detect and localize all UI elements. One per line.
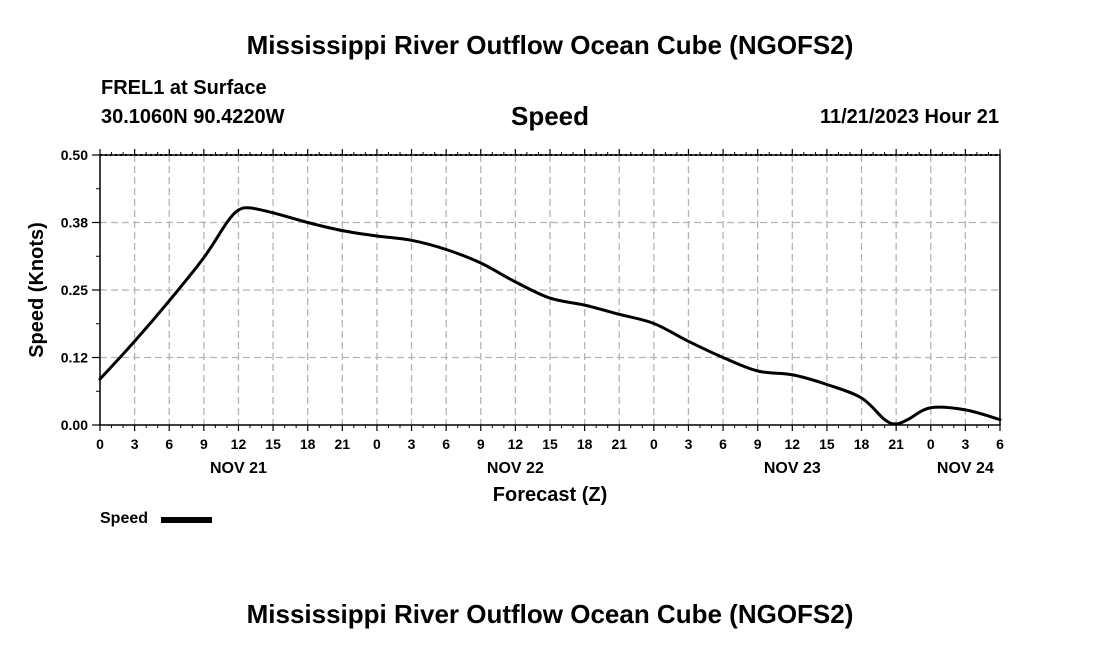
x-tick-label: 18 [300, 436, 316, 452]
x-tick-label: 0 [927, 436, 935, 452]
x-tick-label: 18 [854, 436, 870, 452]
x-tick-label: 12 [508, 436, 524, 452]
forecast-datetime: 11/21/2023 Hour 21 [819, 106, 999, 128]
x-tick-label: 9 [200, 436, 208, 452]
series-line-speed [98, 206, 1002, 426]
x-tick-label: 6 [996, 436, 1004, 452]
day-label: NOV 22 [487, 460, 544, 477]
y-tick-label: 0.38 [61, 215, 88, 231]
y-tick-label: 0.00 [61, 417, 88, 433]
footer-title: Mississippi River Outflow Ocean Cube (NG… [246, 599, 854, 629]
x-tick-label: 3 [685, 436, 693, 452]
x-tick-label: 0 [373, 436, 381, 452]
x-tick-label: 21 [888, 436, 904, 452]
legend-label: Speed [100, 510, 149, 527]
day-label: NOV 24 [937, 460, 994, 477]
x-tick-label: 6 [165, 436, 173, 452]
x-tick-label: 3 [408, 436, 416, 452]
x-tick-label: 6 [442, 436, 450, 452]
x-tick-label: 3 [131, 436, 139, 452]
day-label: NOV 23 [764, 460, 821, 477]
x-tick-label: 0 [650, 436, 658, 452]
x-tick-label: 15 [265, 436, 281, 452]
x-tick-label: 0 [96, 436, 104, 452]
x-tick-label: 21 [335, 436, 351, 452]
legend-swatch [161, 517, 212, 523]
x-tick-label: 15 [542, 436, 558, 452]
day-label: NOV 21 [210, 460, 267, 477]
x-tick-label: 18 [577, 436, 593, 452]
grid-lines [100, 154, 1000, 425]
x-tick-label: 9 [477, 436, 485, 452]
x-tick-label: 12 [231, 436, 247, 452]
station-coordinates: 30.1060N 90.4220W [101, 106, 285, 128]
x-tick-label: 9 [754, 436, 762, 452]
x-tick-label: 6 [719, 436, 727, 452]
y-tick-label: 0.50 [61, 147, 88, 163]
axis-labels: 0.00 0.12 0.25 0.38 0.50 0 3 6 9 12 15 18 21 0 3 6 9 12 15… [61, 147, 1004, 477]
y-tick-label: 0.25 [61, 282, 88, 298]
chart-main-title: Mississippi River Outflow Ocean Cube (NG… [246, 30, 854, 60]
station-label: FREL1 at Surface [101, 77, 267, 99]
y-tick-label: 0.12 [61, 350, 88, 366]
x-tick-label: 15 [819, 436, 835, 452]
x-tick-label: 3 [961, 436, 969, 452]
y-axis-title: Speed (Knots) [26, 222, 48, 358]
variable-title: Speed [510, 101, 590, 131]
series-layer [98, 206, 1002, 426]
x-tick-label: 21 [611, 436, 627, 452]
axis-ticks [92, 149, 1001, 431]
x-axis-title: Forecast (Z) [493, 484, 607, 506]
x-tick-label: 12 [785, 436, 801, 452]
